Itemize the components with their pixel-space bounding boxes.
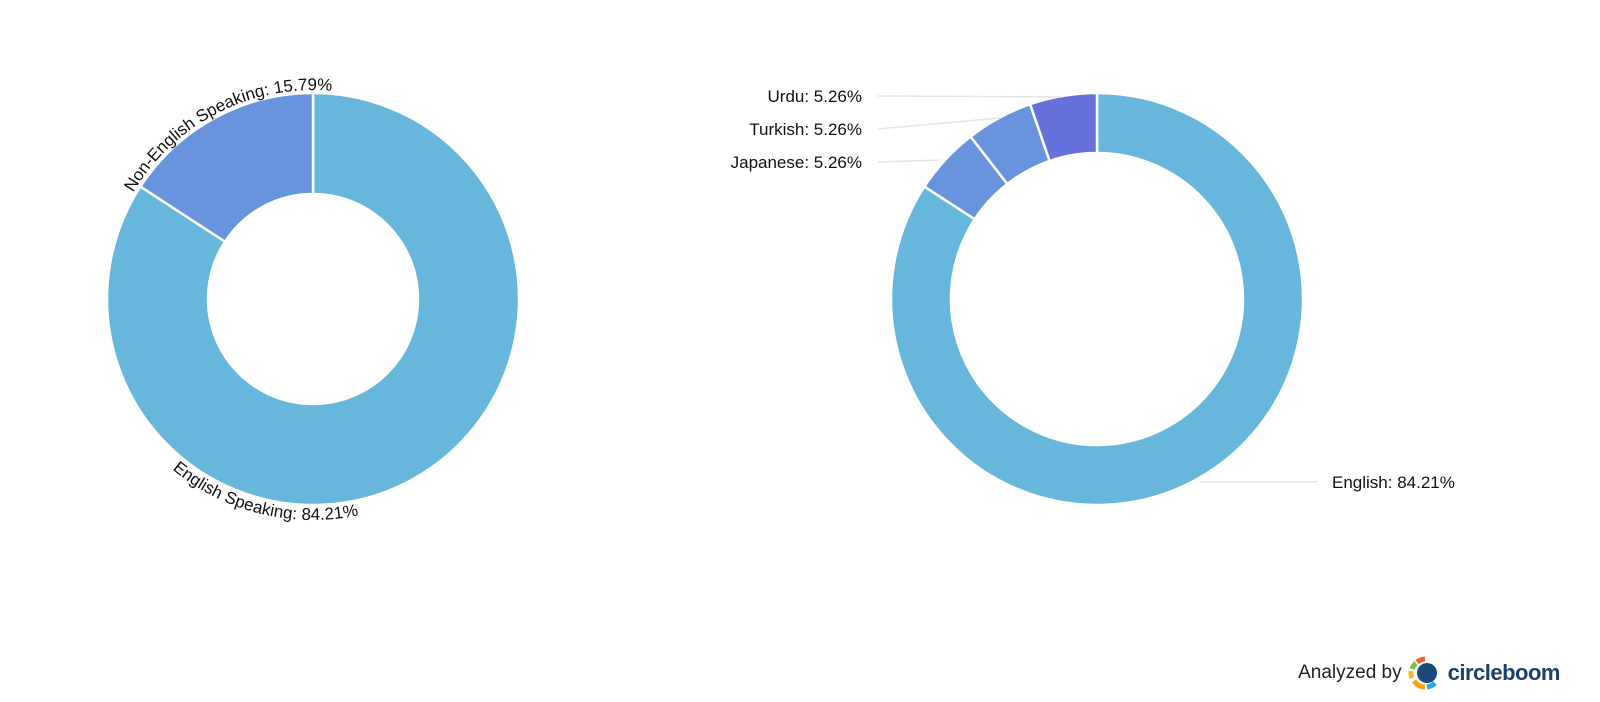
left-donut-chart: Non-English Speaking: 15.79% English Spe… <box>105 75 521 524</box>
analyzed-by-text: Analyzed by <box>1298 662 1402 683</box>
circleboom-brand: circleboom <box>1447 660 1561 685</box>
analyzed-by-footer: Analyzed by circleboom <box>1298 656 1561 690</box>
leader-line-turkish <box>877 117 1001 130</box>
slice-english-speaking[interactable] <box>105 91 521 507</box>
right-donut-chart: Urdu: 5.26% Turkish: 5.26% Japanese: 5.2… <box>731 87 1455 507</box>
label-turkish: Turkish: 5.26% <box>749 120 862 139</box>
circleboom-logo-icon <box>1408 656 1437 690</box>
label-urdu: Urdu: 5.26% <box>768 87 863 106</box>
slice-non-english-speaking[interactable] <box>138 91 315 244</box>
leader-line-urdu <box>877 95 1063 98</box>
label-english: English: 84.21% <box>1332 473 1455 492</box>
label-japanese: Japanese: 5.26% <box>731 153 862 172</box>
leader-line-japanese <box>877 159 943 163</box>
slice-urdu[interactable] <box>1028 91 1099 163</box>
slice-english[interactable] <box>889 91 1305 507</box>
